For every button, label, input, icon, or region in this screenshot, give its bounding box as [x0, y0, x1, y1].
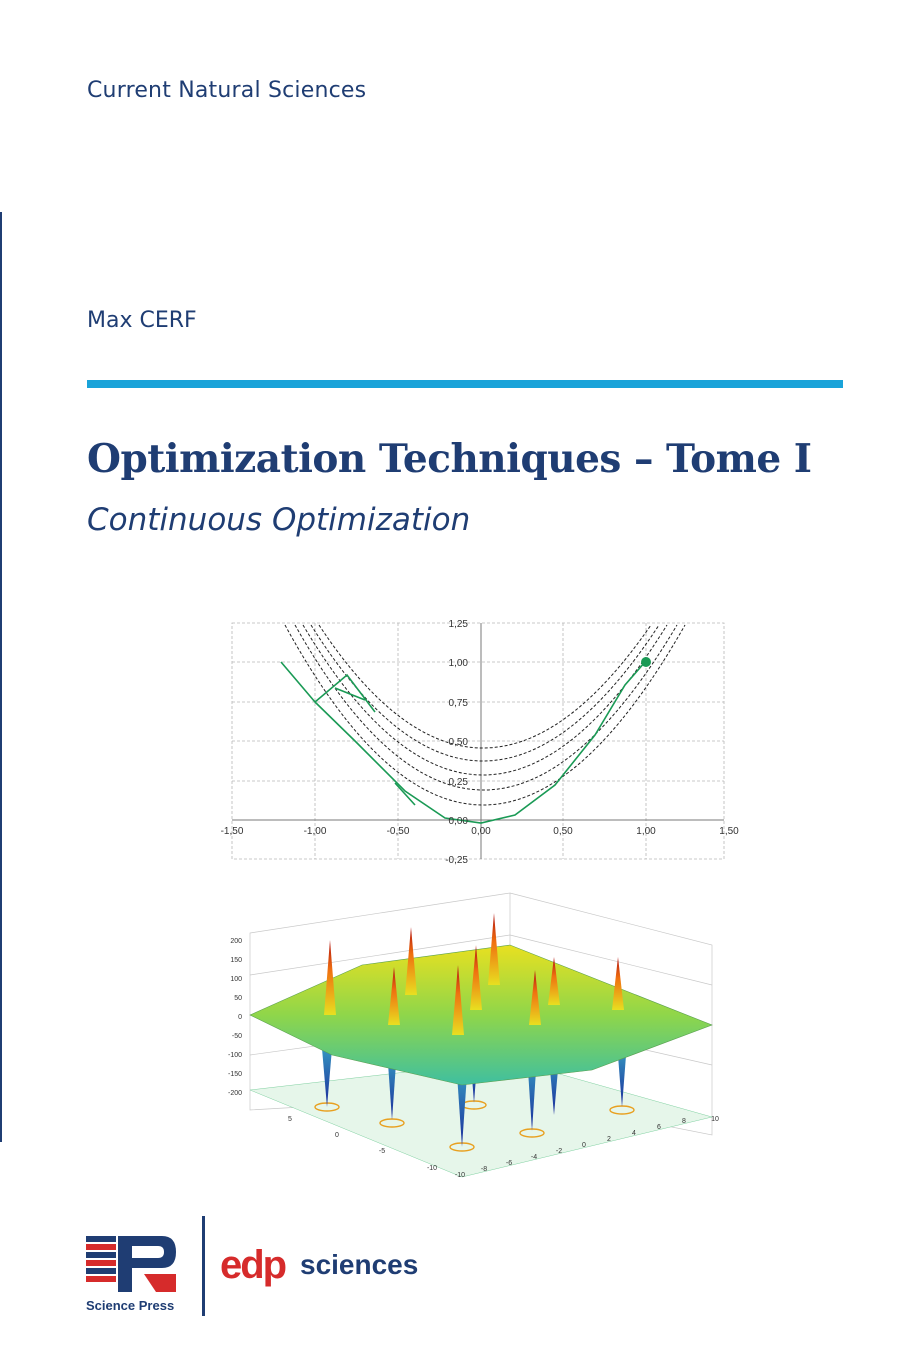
surface-peaks [324, 913, 624, 1035]
y-tick-label: 1,25 [449, 619, 469, 630]
publisher-divider [202, 1216, 205, 1316]
z-tick-label: 0 [238, 1014, 242, 1021]
x-tick-label: -5 [379, 1148, 385, 1155]
series-name: Current Natural Sciences [87, 78, 367, 103]
science-press-label: Science Press [86, 1298, 175, 1313]
y-tick-label: -8 [481, 1166, 487, 1173]
z-tick-label: 200 [230, 938, 242, 945]
y-tick-label: 0,50 [449, 737, 469, 748]
x-tick-label: -1,00 [304, 826, 327, 837]
x-tick-label: -10 [427, 1165, 437, 1172]
y-tick-label: 0 [582, 1142, 586, 1149]
edp-logo-prefix: edp [220, 1243, 286, 1287]
y-tick-label: -10 [455, 1172, 465, 1179]
x-tick-label: 1,50 [719, 826, 739, 837]
z-tick-label: 150 [230, 957, 242, 964]
contour-plot-figure: -1,50 -1,00 -0,50 0,00 0,50 1,00 1,50 1,… [221, 619, 740, 865]
z-tick-label: 50 [234, 995, 242, 1002]
x-tick-label: -0,50 [387, 826, 410, 837]
y-tick-label: 10 [711, 1116, 719, 1123]
title-rule [87, 380, 843, 388]
x-tick-label: 5 [288, 1116, 292, 1123]
descent-path [280, 661, 646, 824]
x-tick-label: 1,00 [636, 826, 656, 837]
y-tick-label: 0,25 [449, 777, 469, 788]
author-name: Max CERF [87, 308, 197, 333]
y-tick-label: 4 [632, 1130, 636, 1137]
y-tick-label: -6 [506, 1160, 512, 1167]
y-tick-label: -0,25 [445, 855, 468, 865]
z-tick-label: 100 [230, 976, 242, 983]
surface-sheet [249, 944, 713, 1086]
surface-plot-figure: 200 150 100 50 0 -50 -100 -150 -200 -10 … [228, 892, 719, 1179]
z-tick-label: -100 [228, 1052, 242, 1059]
contour-lines [284, 624, 686, 806]
y-tick-label: -2 [556, 1148, 562, 1155]
y-tick-label: 6 [657, 1124, 661, 1131]
book-subtitle: Continuous Optimization [87, 502, 471, 538]
y-tick-label: 0,75 [449, 698, 469, 709]
x-tick-label: 0,00 [471, 826, 491, 837]
y-tick-label: 8 [682, 1118, 686, 1125]
book-title: Optimization Techniques – Tome I [87, 436, 812, 482]
y-tick-label: -4 [531, 1154, 537, 1161]
x-tick-label: -1,50 [221, 826, 244, 837]
z-tick-label: -200 [228, 1090, 242, 1097]
y-tick-label: 0,00 [449, 816, 469, 827]
edp-logo-suffix: sciences [300, 1249, 418, 1280]
z-tick-label: -150 [228, 1071, 242, 1078]
y-tick-label: 1,00 [449, 658, 469, 669]
x-tick-label: 0,50 [553, 826, 573, 837]
edp-sciences-logo: edp sciences [220, 1243, 418, 1287]
x-tick-label: 0 [335, 1132, 339, 1139]
z-tick-label: -50 [232, 1033, 242, 1040]
optimum-point [641, 657, 651, 667]
contour-axes [232, 623, 724, 859]
y-tick-label: 2 [607, 1136, 611, 1143]
contour-grid [231, 622, 725, 860]
left-edge-rule [0, 212, 2, 1142]
science-press-logo-icon [86, 1236, 176, 1292]
